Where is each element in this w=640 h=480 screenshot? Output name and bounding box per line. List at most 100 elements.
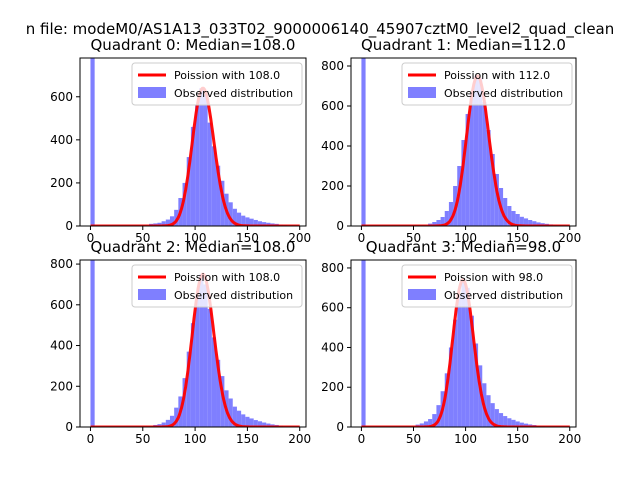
axes-frame bbox=[350, 57, 577, 227]
histogram-bar bbox=[532, 221, 537, 226]
legend-box bbox=[131, 62, 303, 106]
x-tick-label: 150 bbox=[506, 432, 529, 446]
y-tick-label: 200 bbox=[50, 379, 73, 393]
poisson-curve bbox=[90, 272, 301, 427]
histogram-bar bbox=[203, 284, 208, 427]
x-tick-label: 200 bbox=[288, 432, 311, 446]
histogram-bar bbox=[511, 211, 516, 226]
legend-box bbox=[401, 62, 573, 106]
y-tick-label: 600 bbox=[321, 99, 344, 113]
plot-area bbox=[361, 58, 571, 226]
histogram-bar bbox=[515, 421, 520, 427]
histogram-bar bbox=[440, 217, 445, 226]
y-tick-label: 200 bbox=[321, 179, 344, 193]
x-tick-label: 100 bbox=[184, 231, 207, 245]
histogram-bar bbox=[494, 409, 499, 427]
histogram-bar bbox=[199, 274, 204, 427]
histogram-bar bbox=[245, 217, 250, 226]
histogram-bar bbox=[507, 418, 512, 427]
legend-poisson-label: Poission with 108.0 bbox=[174, 271, 280, 284]
histogram-bar bbox=[207, 308, 212, 427]
histogram-bar bbox=[216, 165, 221, 226]
histogram-bar bbox=[262, 422, 267, 427]
histogram-bar bbox=[453, 319, 458, 427]
histogram-bar bbox=[473, 343, 479, 427]
histogram-bar bbox=[211, 337, 217, 427]
histogram-bar bbox=[236, 410, 242, 427]
histogram-bar bbox=[486, 130, 491, 226]
subplot-title: Quadrant 2: Median=108.0 bbox=[91, 238, 296, 256]
legend-hist-swatch bbox=[408, 87, 436, 98]
x-tick-label: 150 bbox=[506, 231, 529, 245]
y-tick-label: 0 bbox=[65, 219, 73, 233]
histogram-bar bbox=[90, 260, 95, 427]
histogram-bar bbox=[182, 182, 187, 226]
histogram-bar bbox=[478, 365, 483, 427]
y-tick-label: 400 bbox=[321, 340, 344, 354]
histogram-bar bbox=[207, 122, 212, 226]
y-tick-label: 400 bbox=[321, 139, 344, 153]
x-tick-label: 100 bbox=[184, 432, 207, 446]
histogram-bar bbox=[220, 376, 225, 427]
histogram-bar bbox=[174, 407, 179, 427]
histogram-bar bbox=[448, 347, 454, 427]
x-tick-label: 200 bbox=[558, 231, 581, 245]
subplot-title: Quadrant 3: Median=98.0 bbox=[366, 238, 561, 256]
histogram-bar bbox=[461, 279, 466, 427]
histogram-bar bbox=[503, 198, 508, 226]
histogram-bar bbox=[228, 202, 233, 226]
histogram-bar bbox=[161, 221, 166, 226]
legend-hist-swatch bbox=[408, 289, 436, 300]
histogram-bar bbox=[165, 419, 170, 427]
y-tick-label: 600 bbox=[50, 298, 73, 312]
x-tick-label: 50 bbox=[135, 432, 150, 446]
legend: Poission with 112.0 Observed distribution bbox=[401, 62, 573, 106]
subplot-quadrant-3: 0 50 100 150 200 0 200 400 600 800 Quadrant 3: Med… bbox=[321, 238, 581, 446]
histogram-bar bbox=[266, 222, 271, 226]
histogram-bar bbox=[232, 208, 237, 226]
histogram-bar bbox=[361, 260, 366, 427]
y-tick-label: 600 bbox=[50, 90, 73, 104]
legend-hist-label: Observed distribution bbox=[444, 87, 563, 100]
histogram-bar bbox=[361, 58, 366, 226]
histogram-bar bbox=[169, 415, 175, 427]
histogram-bar bbox=[473, 76, 479, 226]
axes-frame bbox=[350, 259, 577, 428]
y-tick-label: 800 bbox=[321, 59, 344, 73]
histogram-bar bbox=[182, 378, 187, 427]
histogram-bar bbox=[423, 421, 429, 427]
x-tick-label: 0 bbox=[87, 231, 95, 245]
histogram-bar bbox=[195, 105, 200, 226]
legend-box bbox=[131, 264, 303, 308]
histogram-bar bbox=[186, 157, 191, 226]
legend-box bbox=[401, 264, 573, 308]
histogram-bar bbox=[528, 220, 533, 226]
histogram-bar bbox=[482, 102, 487, 226]
histogram-bar bbox=[428, 419, 433, 427]
histogram-bar bbox=[232, 406, 237, 427]
histogram-bar bbox=[457, 295, 462, 427]
legend-hist-label: Observed distribution bbox=[444, 289, 563, 302]
histogram-bar bbox=[436, 405, 441, 427]
histogram-bar bbox=[220, 180, 225, 226]
legend: Poission with 108.0 Observed distribution bbox=[131, 264, 303, 308]
histogram-bar bbox=[169, 216, 175, 226]
histogram-bar bbox=[249, 418, 254, 427]
y-tick-label: 800 bbox=[321, 261, 344, 275]
y-tick-label: 200 bbox=[50, 176, 73, 190]
histogram-bar bbox=[465, 114, 470, 226]
histogram-bar bbox=[165, 219, 170, 226]
histogram-bar bbox=[419, 423, 424, 427]
histogram-bar bbox=[511, 419, 516, 427]
legend-poisson-label: Poission with 108.0 bbox=[174, 69, 280, 82]
legend: Poission with 98.0 Observed distribution bbox=[401, 264, 573, 308]
histogram-bar bbox=[490, 403, 495, 427]
x-tick-label: 100 bbox=[454, 432, 477, 446]
histogram-bar bbox=[266, 423, 271, 427]
y-tick-label: 0 bbox=[336, 219, 344, 233]
x-tick-label: 50 bbox=[135, 231, 150, 245]
histogram-bar bbox=[519, 216, 524, 226]
histogram-bar bbox=[478, 78, 483, 226]
histogram-bar bbox=[432, 222, 437, 226]
